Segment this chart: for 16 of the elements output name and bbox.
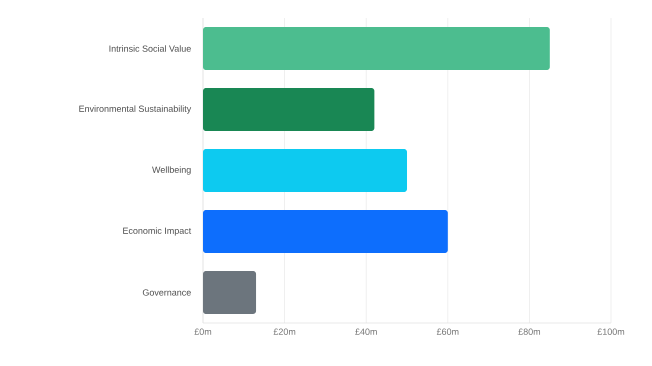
x-tick-label: £20m (274, 328, 296, 335)
y-tick-label: Intrinsic Social Value (110, 45, 191, 52)
y-tick-label: Governance (142, 289, 191, 296)
x-tick-label: £80m (518, 328, 540, 335)
y-tick-label: Wellbeing (152, 166, 191, 175)
x-tick-label: £40m (355, 328, 377, 335)
bar (203, 210, 448, 254)
bar (203, 88, 374, 132)
y-tick-label: Economic Impact (123, 227, 192, 236)
bar (203, 27, 550, 70)
x-tick-label: £100m (598, 328, 624, 335)
bar (203, 149, 408, 192)
bar (203, 271, 256, 314)
x-tick-label: £60m (436, 328, 458, 335)
x-tick-label: £0m (194, 328, 212, 335)
y-tick-label: Environmental Sustainability (79, 105, 192, 114)
